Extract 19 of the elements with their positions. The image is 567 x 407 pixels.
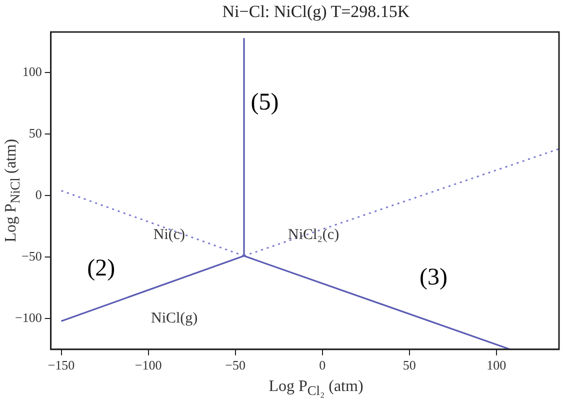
x-axis-title: Log P$_{Cl₂}$ (atm) — [268, 378, 364, 400]
x-tick-label: −100 — [134, 358, 162, 373]
x-tick-label: −50 — [225, 358, 246, 373]
annotation: Ni(c) — [153, 227, 186, 244]
annotation: NiCl₂(c) — [288, 227, 340, 244]
x-tick-label: 50 — [402, 358, 416, 373]
y-tick-label: −50 — [21, 248, 42, 264]
annotation: (5) — [250, 90, 279, 116]
x-tick-label: 0 — [319, 358, 326, 373]
y-tick-label: 50 — [28, 126, 42, 141]
x-tick-label: 100 — [486, 358, 506, 373]
y-tick-label: −100 — [14, 310, 42, 326]
annotation: NiCl(g) — [150, 310, 198, 327]
y-tick-label: 0 — [35, 187, 42, 202]
annotation: (2) — [87, 256, 116, 282]
y-tick-label: 100 — [22, 64, 42, 80]
x-tick-label: −150 — [48, 358, 75, 373]
chart-title: Ni−Cl: NiCl(g) T=298.15K — [221, 2, 411, 22]
annotation: (3) — [419, 264, 448, 290]
